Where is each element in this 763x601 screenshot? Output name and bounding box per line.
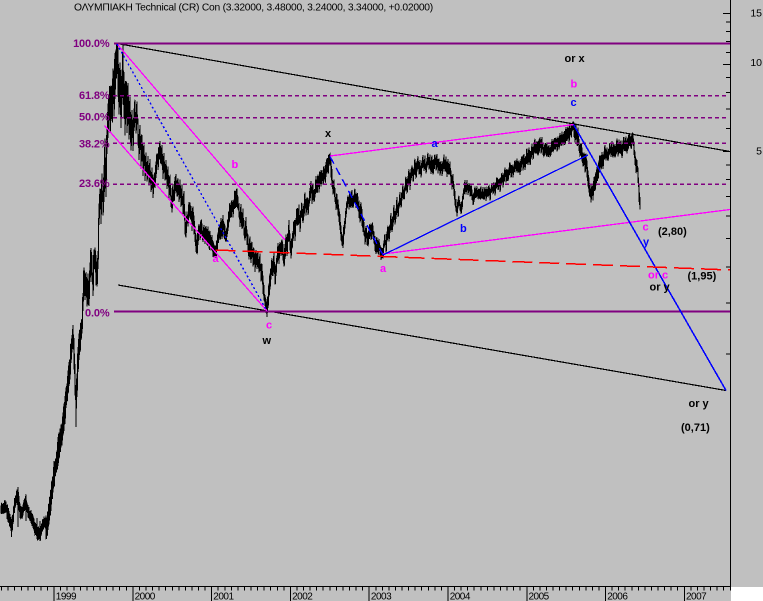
- svg-text:(1,95): (1,95): [688, 271, 717, 283]
- svg-text:c: c: [643, 222, 649, 234]
- svg-text:0.0%: 0.0%: [85, 308, 110, 320]
- svg-text:b: b: [460, 223, 467, 235]
- svg-text:2002: 2002: [292, 592, 313, 601]
- svg-text:y: y: [643, 237, 650, 249]
- svg-text:100.0%: 100.0%: [73, 38, 110, 50]
- svg-text:w: w: [262, 335, 272, 347]
- svg-text:2003: 2003: [371, 592, 392, 601]
- svg-text:23.6%: 23.6%: [79, 178, 110, 190]
- svg-text:or x: or x: [565, 53, 586, 65]
- svg-text:or y: or y: [689, 398, 710, 410]
- svg-text:2006: 2006: [607, 592, 628, 601]
- svg-text:b: b: [232, 159, 239, 171]
- svg-text:2000: 2000: [135, 592, 156, 601]
- svg-text:38.2%: 38.2%: [79, 138, 110, 150]
- svg-text:c: c: [571, 97, 577, 109]
- svg-text:(2,80): (2,80): [658, 226, 687, 238]
- svg-text:b: b: [571, 79, 578, 91]
- svg-text:2004: 2004: [450, 592, 471, 601]
- svg-text:or c: or c: [648, 270, 668, 282]
- svg-text:2001: 2001: [213, 592, 234, 601]
- svg-text:ΟΛΥΜΠΙΑΚΗ Technical (CR) Con (: ΟΛΥΜΠΙΑΚΗ Technical (CR) Con (3.32000, 3…: [74, 3, 433, 14]
- svg-text:x: x: [325, 128, 332, 140]
- svg-text:1999: 1999: [56, 592, 77, 601]
- svg-text:a: a: [432, 138, 439, 150]
- svg-text:a: a: [380, 263, 387, 275]
- svg-text:a: a: [213, 253, 220, 265]
- svg-text:c: c: [266, 320, 272, 332]
- svg-text:15: 15: [750, 7, 762, 19]
- svg-text:50.0%: 50.0%: [79, 112, 110, 124]
- svg-text:2007: 2007: [686, 592, 707, 601]
- svg-text:2005: 2005: [529, 592, 550, 601]
- svg-text:5: 5: [756, 146, 762, 158]
- svg-text:or y: or y: [650, 282, 671, 294]
- svg-text:(0,71): (0,71): [681, 422, 710, 434]
- svg-text:10: 10: [750, 57, 762, 69]
- svg-text:61.8%: 61.8%: [79, 90, 110, 102]
